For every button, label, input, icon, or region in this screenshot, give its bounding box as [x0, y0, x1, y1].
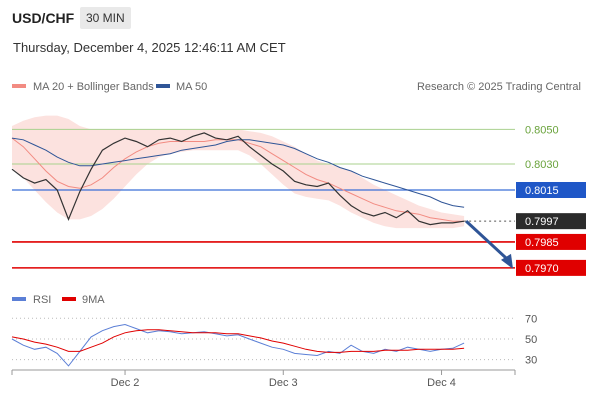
rsi-tick-label: 50: [525, 334, 537, 346]
price-series: [11, 132, 465, 226]
level-label: 0.7997: [525, 216, 559, 228]
level-label: 0.8030: [525, 159, 559, 171]
legend-label-rsi: RSI: [33, 294, 51, 306]
level-label-box: [516, 259, 586, 276]
legend-label-ma20: MA 20 + Bollinger Bands: [33, 81, 154, 93]
x-tick-label: Dec 4: [427, 377, 456, 389]
x-tick-label: Dec 2: [111, 377, 140, 389]
level-label: 0.7985: [525, 237, 559, 249]
x-tick-label: Dec 3: [269, 377, 298, 389]
forecast-arrow-shaft: [465, 220, 509, 260]
rsi-legend: RSI 9MA: [12, 294, 105, 306]
level-label: 0.7970: [525, 263, 559, 275]
symbol-label: USD/CHF: [12, 10, 75, 26]
ma50-line: [11, 137, 465, 208]
legend-swatch-rsi: [12, 297, 26, 301]
bollinger-band-fill: [12, 115, 465, 229]
timeframe-badge[interactable]: 30 MIN: [80, 7, 131, 29]
9ma-line: [11, 329, 465, 353]
level-label: 0.8015: [525, 185, 559, 197]
forecast-arrow-head: [501, 253, 513, 269]
legend-label-ma50: MA 50: [176, 81, 207, 93]
bollinger-bands: [12, 115, 465, 229]
level-label-box: [516, 233, 586, 250]
legend-label-9ma: 9MA: [82, 294, 105, 306]
chart-header: USD/CHF 30 MIN: [0, 0, 590, 38]
datetime-label: Thursday, December 4, 2025 12:46:11 AM C…: [13, 40, 286, 55]
level-label: 0.8050: [525, 124, 559, 136]
x-axis: Dec 2 Dec 3 Dec 4: [11, 369, 516, 389]
price-legend: MA 20 + Bollinger Bands MA 50 Research ©…: [12, 81, 581, 93]
level-label-box: [516, 213, 586, 230]
level-label-box: [516, 182, 586, 198]
legend-swatch-ma20: [12, 84, 26, 88]
credit-label: Research © 2025 Trading Central: [417, 81, 581, 93]
rsi-tick-label: 30: [525, 355, 537, 367]
forecast-arrow: [465, 220, 513, 269]
rsi-tick-label: 70: [525, 313, 537, 325]
legend-swatch-ma50: [156, 84, 170, 88]
price-levels: 0.8050 0.8030 0.8015 0.7997 0.7985 0.7970: [12, 124, 586, 276]
legend-swatch-9ma: [62, 297, 76, 301]
rsi-panel: 70 50 30: [11, 313, 537, 367]
price-line: [11, 132, 465, 226]
